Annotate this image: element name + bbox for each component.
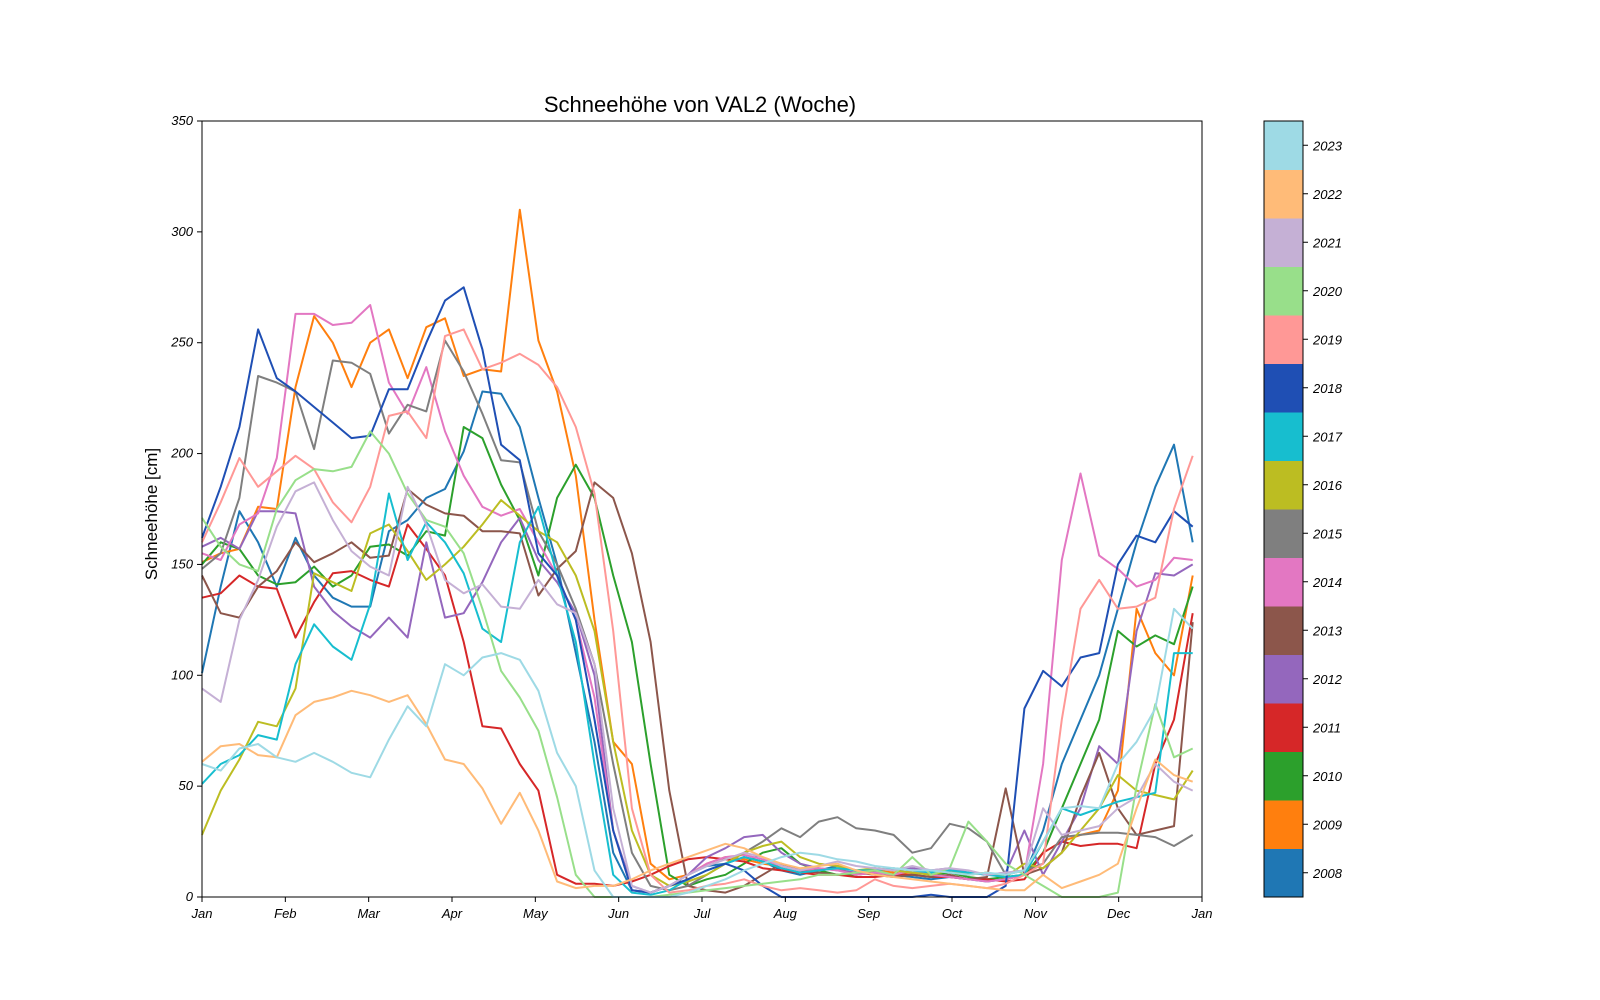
colorbar-swatch-2016 <box>1264 460 1303 510</box>
colorbar-swatch-2020 <box>1264 266 1303 316</box>
series-line-2022 <box>201 689 1194 892</box>
series-line-2009 <box>201 208 1194 881</box>
colorbar-frame <box>1263 120 1304 898</box>
colorbar-swatch-2012 <box>1264 654 1303 704</box>
colorbar-label-2008: 2008 <box>1312 866 1343 881</box>
x-axis: Jan Feb Mar Apr May Jun Jul Aug Sep Oct Nov Dec Jan <box>191 897 1213 921</box>
y-axis-label: Schneehöhe [cm] <box>142 448 161 580</box>
series-line-2020 <box>201 430 1194 898</box>
y-tick-label: 100 <box>171 667 193 682</box>
colorbar-swatch-2014 <box>1264 557 1303 607</box>
colorbar-swatch-2022 <box>1264 169 1303 219</box>
plot-area: Jan Feb Mar Apr May Jun Jul Aug Sep Oct Nov Dec Jan … <box>170 113 1212 921</box>
x-tick-label: Aug <box>773 906 798 921</box>
colorbar-swatch-2008 <box>1264 848 1303 898</box>
x-tick-label: Sep <box>857 906 880 921</box>
series-line-2018 <box>201 286 1194 898</box>
plot-frame <box>201 120 1203 898</box>
x-tick-label: Mar <box>357 906 380 921</box>
colorbar-label-2014: 2014 <box>1312 575 1342 590</box>
series-layer <box>201 208 1194 898</box>
y-tick-label: 300 <box>171 224 193 239</box>
y-tick-label: 150 <box>171 556 193 571</box>
colorbar-label-2022: 2022 <box>1312 187 1343 202</box>
series-line-2017 <box>201 492 1193 896</box>
colorbar-label-2017: 2017 <box>1312 429 1343 444</box>
colorbar-label-2011: 2011 <box>1312 720 1341 735</box>
colorbar-swatch-2010 <box>1264 751 1303 801</box>
y-tick-label: 50 <box>179 778 194 793</box>
y-tick-label: 200 <box>170 446 193 461</box>
x-tick-label: Oct <box>942 906 964 921</box>
colorbar-swatch-2019 <box>1264 315 1303 364</box>
x-tick-label: Jul <box>693 906 712 921</box>
series-line-2021 <box>201 481 1194 894</box>
colorbar-label-2020: 2020 <box>1312 284 1343 299</box>
colorbar-swatch-2011 <box>1264 703 1303 752</box>
colorbar-label-2016: 2016 <box>1312 478 1343 493</box>
series-line-2019 <box>201 328 1194 894</box>
colorbar-label-2010: 2010 <box>1312 769 1343 784</box>
colorbar-swatch-2013 <box>1264 606 1303 655</box>
series-line-2023 <box>201 607 1194 898</box>
colorbar-label-2021: 2021 <box>1312 235 1342 250</box>
x-tick-label: Jan <box>1191 906 1213 921</box>
y-axis: 0 50 100 150 200 250 300 350 <box>170 113 202 904</box>
series-line-2010 <box>201 426 1194 887</box>
colorbar-swatch-2021 <box>1264 218 1303 267</box>
colorbar-swatch-2017 <box>1264 412 1303 461</box>
y-tick-label: 350 <box>171 113 193 128</box>
series-line-2011 <box>201 523 1194 887</box>
x-tick-label: May <box>523 906 549 921</box>
colorbar-label-2018: 2018 <box>1312 381 1343 396</box>
series-line-2014 <box>201 304 1193 894</box>
series-line-2015 <box>201 339 1194 892</box>
y-tick-label: 0 <box>186 889 194 904</box>
x-tick-label: Apr <box>441 906 463 921</box>
colorbar-label-2013: 2013 <box>1312 623 1343 638</box>
colorbar-label-2015: 2015 <box>1312 526 1343 541</box>
colorbar-swatch-2009 <box>1264 800 1303 849</box>
colorbar-label-2023: 2023 <box>1312 138 1343 153</box>
chart-title: Schneehöhe von VAL2 (Woche) <box>544 92 856 117</box>
x-tick-label: Nov <box>1024 906 1049 921</box>
colorbar-swatch-2015 <box>1264 509 1303 558</box>
x-tick-label: Dec <box>1107 906 1131 921</box>
series-line-2012 <box>201 510 1194 894</box>
colorbar-swatch-2023 <box>1264 121 1303 170</box>
x-tick-label: Jan <box>191 906 213 921</box>
colorbar-swatch-2018 <box>1264 363 1303 413</box>
colorbar-label-2012: 2012 <box>1312 672 1343 687</box>
x-tick-label: Feb <box>274 906 296 921</box>
x-tick-label: Jun <box>607 906 629 921</box>
series-line-2013 <box>201 481 1194 894</box>
y-tick-label: 250 <box>170 335 193 350</box>
colorbar-label-2009: 2009 <box>1312 817 1342 832</box>
colorbar-label-2019: 2019 <box>1312 332 1342 347</box>
year-colorbar: 2008 2009 2010 2011 2012 2013 2014 2015 2016 2017… <box>1263 120 1343 898</box>
